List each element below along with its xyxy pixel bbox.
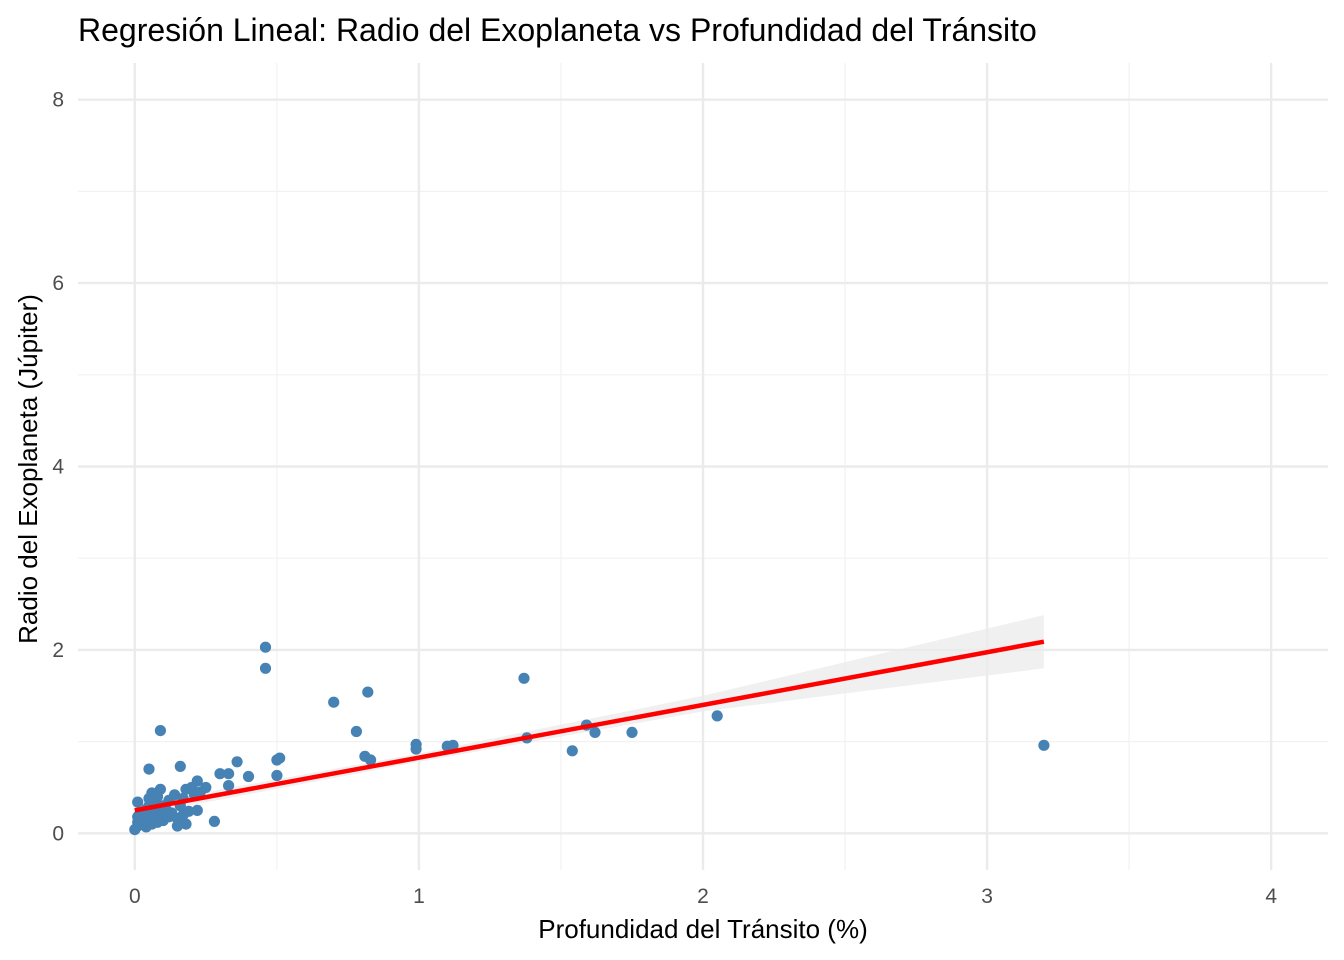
x-tick-label: 3 (981, 885, 993, 908)
fit-line-layer (134, 639, 1045, 813)
data-point (410, 743, 422, 755)
data-point (208, 815, 220, 828)
data-point (242, 770, 255, 783)
data-point (231, 756, 243, 768)
y-tick-label: 0 (52, 822, 64, 845)
x-tick-label: 4 (1265, 885, 1277, 908)
x-tick-label: 0 (129, 885, 141, 908)
data-point (132, 796, 144, 808)
data-point (274, 752, 286, 764)
data-point (626, 726, 638, 739)
confidence-band (134, 615, 1044, 816)
y-tick-label: 6 (52, 272, 64, 295)
data-point (566, 745, 578, 757)
data-point (518, 672, 530, 684)
points-layer (129, 641, 1050, 836)
y-tick-label: 4 (52, 456, 64, 479)
x-tick-label: 2 (697, 885, 709, 908)
y-tick-label: 2 (52, 639, 64, 662)
x-tick-label: 1 (413, 885, 425, 908)
data-point (180, 818, 192, 830)
data-point (223, 780, 235, 792)
data-point (171, 820, 183, 832)
y-axis-title: Radio del Exoplaneta (Júpiter) (13, 294, 43, 644)
data-point (328, 696, 340, 708)
data-point (223, 768, 235, 780)
regression-line (134, 639, 1045, 813)
y-tick-label: 8 (52, 89, 64, 112)
data-point (191, 775, 203, 787)
major-gridlines (78, 63, 1328, 870)
data-point (169, 789, 181, 801)
data-point (200, 781, 212, 794)
data-point (350, 725, 362, 738)
data-point (365, 754, 377, 766)
data-point (362, 686, 374, 698)
y-tick-labels: 0 2 4 6 8 (52, 89, 64, 846)
data-point (259, 641, 272, 653)
data-point (259, 662, 272, 674)
data-point (154, 725, 166, 737)
data-point (589, 726, 601, 739)
chart-title: Regresión Lineal: Radio del Exoplaneta v… (78, 12, 1037, 48)
data-point (174, 760, 186, 773)
data-point (271, 769, 283, 782)
x-axis-title: Profundidad del Tránsito (%) (538, 914, 868, 944)
data-point (191, 804, 203, 817)
x-tick-labels: 0 1 2 3 4 (129, 885, 1277, 908)
data-point (1038, 739, 1050, 751)
confidence-band-layer (134, 615, 1044, 816)
data-point (154, 783, 166, 795)
data-point (447, 739, 459, 751)
data-point (711, 710, 723, 722)
data-point (214, 768, 226, 780)
data-point (143, 763, 155, 775)
data-point (183, 805, 195, 817)
